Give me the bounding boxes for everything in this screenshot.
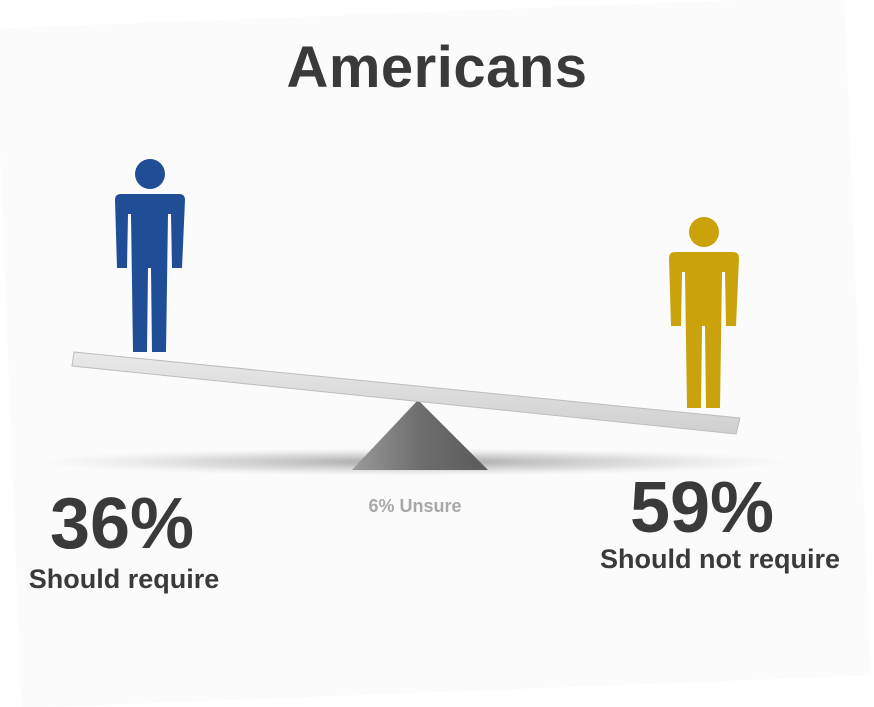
left-percent: 36%: [49, 484, 195, 564]
person-icon: [115, 159, 185, 352]
right-label: Should not require: [600, 544, 840, 574]
left-label: Should require: [28, 564, 220, 594]
right-percent: 59%: [629, 468, 775, 548]
page-title: Americans: [286, 35, 588, 100]
unsure-label: 6% Unsure: [368, 496, 462, 516]
person-icon: [669, 217, 739, 408]
seesaw-plank: [71, 351, 741, 435]
seesaw-fulcrum: [352, 400, 488, 470]
